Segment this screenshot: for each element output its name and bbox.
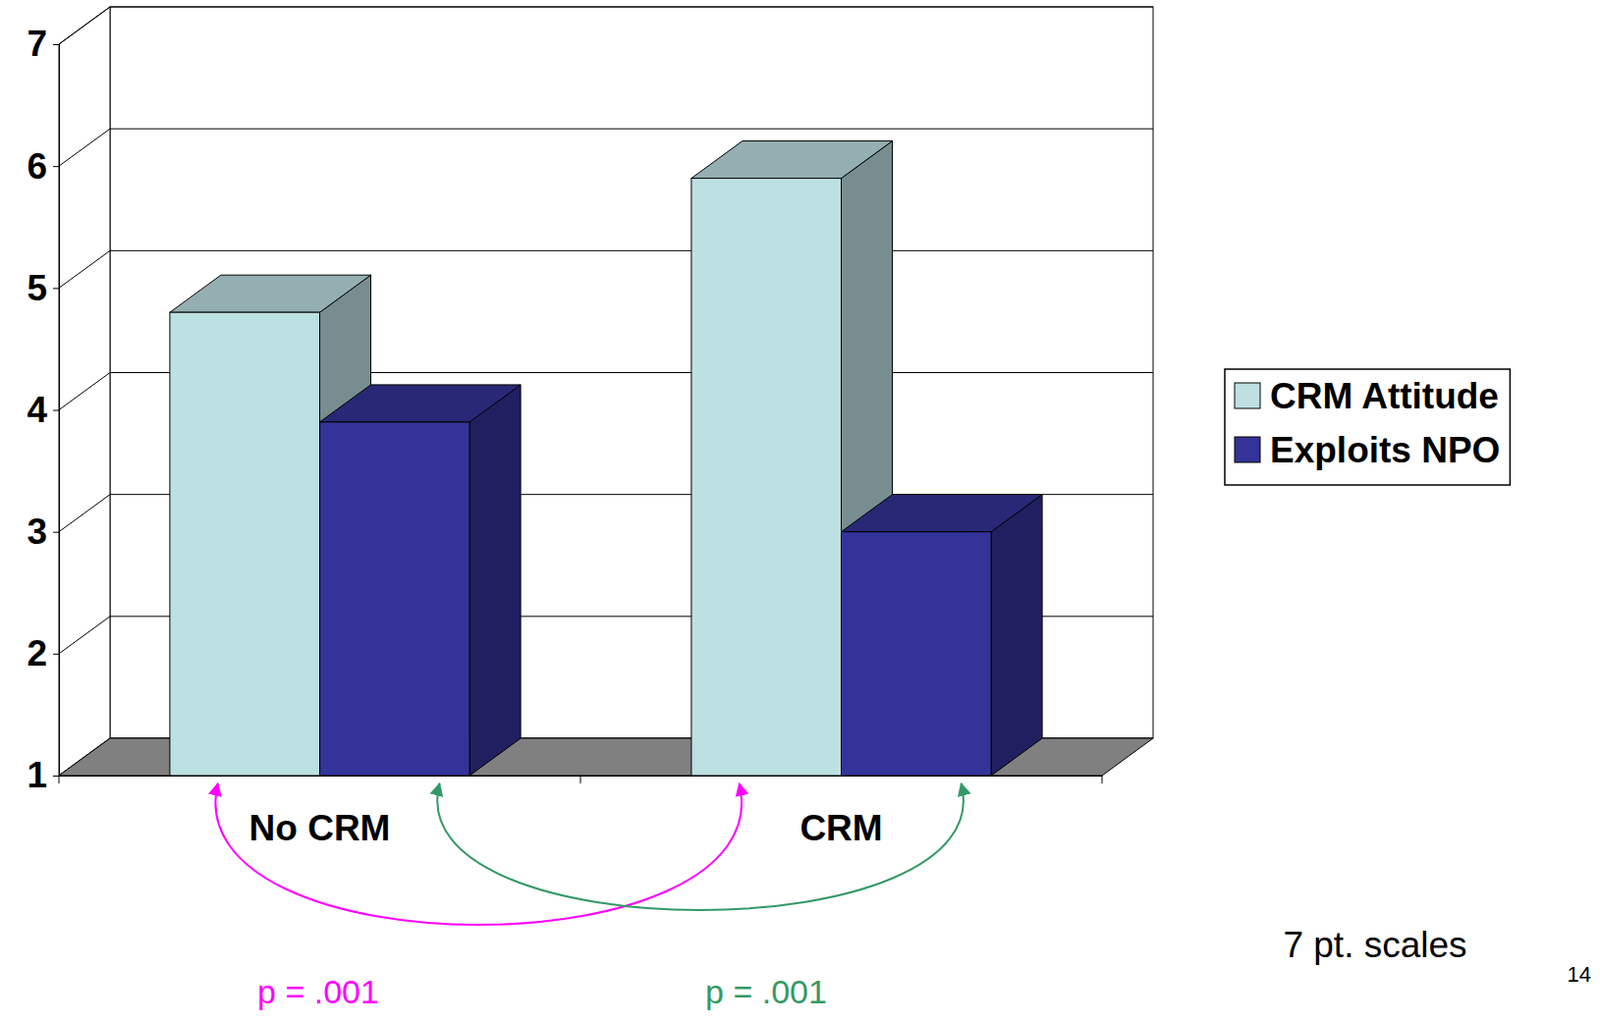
comparison-arrow <box>215 783 742 926</box>
legend-box <box>1224 369 1510 486</box>
tick: 5 <box>26 268 59 309</box>
tick: 4 <box>26 389 59 431</box>
bar <box>320 422 471 776</box>
tick-mark <box>53 775 59 777</box>
band-tick <box>1102 775 1104 784</box>
bars <box>169 141 1043 776</box>
tick-label: 5 <box>26 268 48 309</box>
grid-line <box>110 250 1154 252</box>
bar-side <box>991 495 1043 776</box>
tick: 6 <box>26 146 59 187</box>
tick-label: 7 <box>26 23 48 64</box>
comparison-arrow <box>437 783 964 911</box>
tick-label: 6 <box>26 146 48 187</box>
grid-line <box>58 495 111 533</box>
tick-label: No CRM <box>249 808 391 849</box>
bar-top <box>320 385 522 423</box>
grid <box>58 6 1154 776</box>
bar <box>691 178 842 776</box>
annotation: 7 pt. scales <box>1282 925 1467 966</box>
band-tick <box>580 775 582 784</box>
tick: 7 <box>26 23 59 64</box>
tick-mark <box>53 410 59 412</box>
grid-line <box>58 6 111 45</box>
legend-label: Exploits NPO <box>1269 430 1500 471</box>
annotation: p = .001 <box>705 973 828 1011</box>
bar <box>841 532 993 776</box>
tick-mark <box>53 165 59 167</box>
tick-mark <box>53 532 59 534</box>
tick: 1 <box>26 755 59 796</box>
bar-top <box>841 495 1044 533</box>
tick-mark <box>53 287 59 289</box>
axis-line <box>53 45 60 777</box>
grid-line <box>58 373 111 411</box>
annotation: 14 <box>1567 962 1592 988</box>
legend: CRM Attitude Exploits NPO <box>1224 369 1510 486</box>
tick-mark <box>53 44 59 46</box>
arrows <box>215 783 963 926</box>
side-wall <box>58 6 111 776</box>
legend-swatch <box>1234 437 1261 463</box>
grid-line <box>110 6 1154 8</box>
tick: 2 <box>26 633 59 674</box>
bar <box>169 312 321 776</box>
y-axis: 1 2 3 4 5 6 7 <box>26 23 59 796</box>
tick-label: 1 <box>26 755 48 796</box>
tick-label: 3 <box>26 511 48 552</box>
grid-line <box>58 250 111 288</box>
tick-label: 2 <box>26 633 48 674</box>
tick: 3 <box>26 511 59 552</box>
grid-line <box>58 616 111 655</box>
legend-label: CRM Attitude <box>1269 376 1499 417</box>
tick: No CRM <box>249 775 391 849</box>
grid-line <box>58 128 111 166</box>
tick-mark <box>53 654 59 656</box>
annotation: p = .001 <box>257 973 380 1011</box>
legend-swatch <box>1234 383 1261 409</box>
chart: 1 2 3 4 5 6 7 No CRM CRM CRM Attitude Exploits NPO… <box>0 0 1600 1022</box>
tick: CRM <box>799 775 883 849</box>
band-tick <box>58 775 60 784</box>
tick-label: 4 <box>26 389 48 431</box>
grid-line <box>110 128 1154 130</box>
bar-top <box>691 141 893 179</box>
tick-label: CRM <box>799 808 883 849</box>
bar-top <box>169 275 372 313</box>
bar-side <box>469 385 521 776</box>
